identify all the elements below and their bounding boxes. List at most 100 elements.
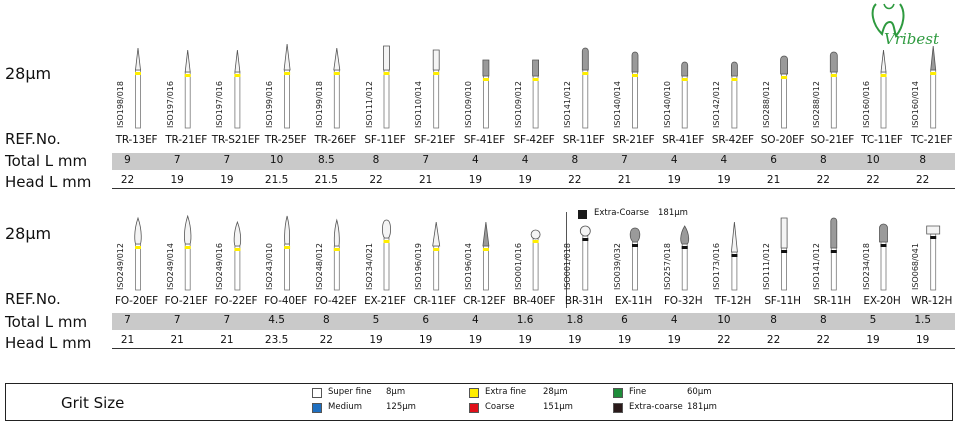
ref-number: TF-12H — [714, 295, 752, 307]
head-length: 22 — [866, 174, 880, 186]
ref-number: SO-21EF — [810, 134, 855, 146]
total-length: 8 — [322, 314, 330, 326]
grit-color-band — [731, 78, 738, 81]
head-length: 21 — [170, 334, 184, 346]
legend-grit-value: 8µm — [386, 387, 406, 397]
total-length: 5 — [869, 314, 877, 326]
section1-head-underline — [112, 174, 955, 189]
total-length: 7 — [621, 154, 628, 166]
total-length: 7 — [173, 314, 181, 326]
section2-total-band — [112, 313, 955, 330]
section2-head-label: Head L mm — [5, 334, 92, 352]
grit-color-band — [582, 238, 589, 241]
total-length: 4 — [521, 154, 529, 166]
extra-coarse-label: Extra-Coarse — [594, 208, 650, 218]
extra-coarse-value: 181µm — [658, 208, 688, 218]
iso-code: ISO140/010 — [662, 81, 672, 128]
grit-color-band — [930, 72, 937, 75]
iso-code: ISO141/012 — [563, 81, 573, 128]
total-length: 1.8 — [566, 314, 584, 326]
bur-head — [482, 59, 490, 77]
section2-grit-label: 28µm — [5, 224, 52, 243]
head-length: 19 — [369, 334, 383, 346]
iso-code: ISO288/012 — [762, 81, 772, 128]
total-length: 8 — [372, 154, 380, 166]
legend-grit-name: Extra-coarse — [629, 402, 683, 412]
bur-head — [780, 217, 788, 249]
iso-code: ISO234/018 — [861, 243, 871, 290]
section2-ref-label: REF.No. — [5, 290, 61, 308]
grit-color-band — [135, 246, 141, 249]
head-length: 21 — [120, 334, 135, 346]
bur-shaft — [234, 71, 241, 129]
bur-shaft — [830, 71, 837, 129]
tooth-logo-icon — [871, 3, 905, 39]
bur-shaft — [482, 75, 489, 129]
legend-title: Grit Size — [61, 394, 125, 412]
legend-grit-name: Extra fine — [485, 387, 527, 397]
legend-grit-value: 151µm — [543, 402, 573, 412]
head-length: 22 — [766, 334, 781, 346]
bur-shaft — [582, 69, 589, 129]
head-length: 22 — [319, 334, 333, 346]
bur-shaft — [234, 245, 241, 291]
bur-head — [680, 225, 690, 245]
bur-shaft — [731, 251, 738, 291]
ref-number: FO-21EF — [164, 295, 208, 307]
total-length: 10 — [866, 154, 880, 166]
iso-code: ISO111/012 — [762, 243, 772, 290]
ref-number: TR-13EF — [115, 134, 158, 146]
head-length: 19 — [419, 334, 433, 346]
legend-grit-name: Fine — [629, 387, 647, 397]
grit-color-band — [333, 248, 340, 251]
grit-color-band — [234, 248, 241, 251]
ref-number: SR-42EF — [711, 134, 754, 146]
bur-head — [880, 49, 887, 73]
grit-color-band — [681, 246, 688, 249]
grit-color-band — [930, 236, 937, 239]
bur-shaft — [781, 247, 787, 291]
bur-head — [780, 55, 788, 75]
total-length: 4 — [472, 154, 479, 166]
head-length: 21.5 — [264, 174, 289, 186]
legend-swatch — [613, 388, 623, 398]
ref-number: SR-11H — [813, 295, 852, 307]
ref-number: WR-12H — [911, 295, 953, 307]
grit-color-band — [632, 244, 638, 247]
bur-shaft — [880, 71, 887, 129]
bur-shaft — [184, 71, 191, 129]
bur-head — [631, 51, 639, 73]
iso-code: ISO140/014 — [613, 81, 622, 128]
bur-head — [579, 225, 591, 237]
bur-shaft — [333, 245, 340, 291]
section1-head-label: Head L mm — [5, 173, 92, 191]
grit-color-band — [284, 246, 291, 249]
iso-code: ISO001/018 — [563, 243, 573, 290]
bur-shaft — [681, 75, 688, 129]
iso-code: ISO196/019 — [414, 243, 424, 290]
ref-number: SF-42EF — [513, 134, 555, 146]
head-length: 22 — [568, 174, 582, 186]
iso-code: ISO248/012 — [314, 243, 324, 290]
total-length: 8.5 — [317, 154, 335, 166]
ref-number: EX-11H — [614, 295, 653, 307]
grit-color-band — [781, 250, 788, 253]
bur-head — [333, 47, 341, 71]
iso-code: ISO199/016 — [265, 81, 275, 128]
head-length: 22 — [369, 174, 383, 186]
iso-code: ISO110/014 — [414, 81, 424, 128]
iso-code: ISO243/010 — [265, 243, 275, 290]
total-length: 4 — [670, 314, 678, 326]
ref-number: EX-21EF — [364, 295, 406, 307]
bur-head — [581, 47, 589, 71]
grit-color-band — [632, 74, 638, 77]
bur-shaft — [930, 69, 937, 129]
grit-color-band — [135, 72, 141, 75]
ref-number: TC-21EF — [910, 134, 953, 146]
extra-coarse-swatch — [578, 210, 587, 219]
grit-color-band — [383, 240, 390, 243]
grit-color-band — [284, 72, 291, 75]
ref-number: FO-22EF — [214, 295, 258, 307]
ref-number: SO-20EF — [760, 134, 805, 146]
